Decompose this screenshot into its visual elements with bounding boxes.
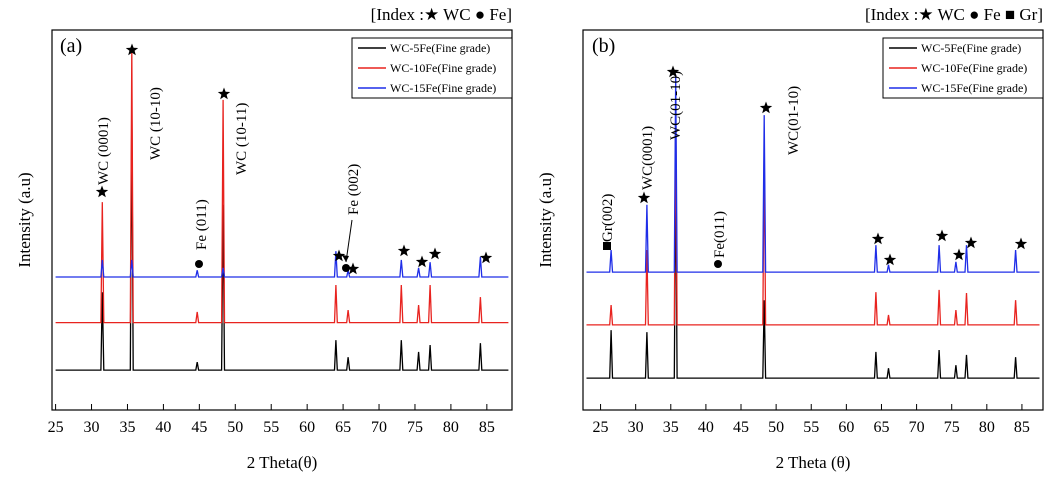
x-tick-label: 45 — [191, 419, 207, 436]
spectrum-line — [55, 47, 509, 324]
x-tick-label: 75 — [407, 419, 423, 436]
fe-marker — [195, 260, 203, 268]
y-axis-label: Intensity (a.u) — [536, 172, 555, 267]
x-tick-label: 45 — [733, 419, 749, 436]
peak-annotation: WC (0001) — [96, 117, 112, 185]
x-tick-label: 35 — [663, 419, 679, 436]
x-tick-label: 50 — [227, 419, 243, 436]
x-tick-label: 75 — [944, 419, 960, 436]
peak-annotation: WC (10-11) — [234, 103, 250, 175]
peak-annotation: Fe (002) — [346, 164, 362, 215]
wc-marker — [332, 249, 346, 262]
peak-annotation: WC(01-10) — [668, 71, 684, 140]
arrow-head — [342, 255, 349, 262]
x-tick-label: 85 — [1014, 419, 1030, 436]
legend-label: WC-5Fe(Fine grade) — [921, 41, 1021, 55]
annotation-arrow — [345, 219, 353, 263]
x-tick-label: 60 — [299, 419, 315, 436]
x-tick-label: 55 — [803, 419, 819, 436]
peak-annotation: Gr(002) — [600, 194, 616, 242]
legend-label: WC-15Fe(Fine grade) — [390, 81, 496, 95]
x-tick-label: 85 — [479, 419, 495, 436]
wc-marker — [346, 262, 360, 275]
legend-label: WC-10Fe(Fine grade) — [390, 61, 496, 75]
spectrum-line — [55, 251, 509, 278]
wc-marker — [217, 87, 231, 100]
x-axis-label: 2 Theta(θ) — [247, 453, 318, 472]
peak-annotation: WC(0001) — [640, 126, 656, 190]
wc-marker — [415, 255, 429, 268]
wc-marker — [479, 251, 493, 264]
panel-label: (a) — [60, 35, 82, 57]
spectrum-line — [586, 109, 1040, 326]
x-tick-label: 60 — [838, 419, 854, 436]
x-tick-label: 50 — [768, 419, 784, 436]
wc-marker — [428, 247, 442, 260]
x-tick-label: 70 — [909, 419, 925, 436]
y-axis-label: Intensity (a.u) — [15, 172, 34, 267]
chart-title: [Index :★ WC ● Fe] — [371, 5, 512, 24]
x-tick-label: 30 — [628, 419, 644, 436]
wc-marker — [935, 229, 949, 242]
wc-marker — [952, 248, 966, 261]
spectrum-line — [586, 74, 1040, 273]
x-axis-label: 2 Theta (θ) — [776, 453, 851, 472]
legend-label: WC-15Fe(Fine grade) — [921, 81, 1027, 95]
plot-frame — [51, 29, 513, 411]
wc-marker — [964, 236, 978, 249]
x-tick-label: 65 — [335, 419, 351, 436]
x-tick-label: 40 — [698, 419, 714, 436]
wc-marker — [95, 185, 109, 198]
x-tick-label: 35 — [119, 419, 135, 436]
wc-marker — [125, 43, 139, 56]
x-tick-label: 25 — [48, 419, 64, 436]
plot-frame — [582, 29, 1044, 411]
legend-label: WC-5Fe(Fine grade) — [390, 41, 490, 55]
legend-label: WC-10Fe(Fine grade) — [921, 61, 1027, 75]
x-tick-label: 55 — [263, 419, 279, 436]
x-tick-label: 30 — [84, 419, 100, 436]
panel-label: (b) — [592, 35, 615, 57]
peak-annotation: Fe (011) — [194, 199, 210, 250]
fe-marker — [714, 260, 722, 268]
x-tick-label: 25 — [593, 419, 609, 436]
x-tick-label: 80 — [979, 419, 995, 436]
wc-marker — [397, 244, 411, 257]
wc-marker — [666, 65, 680, 78]
x-tick-label: 40 — [155, 419, 171, 436]
x-tick-label: 80 — [443, 419, 459, 436]
peak-annotation: WC (10-10) — [148, 87, 164, 160]
wc-marker — [871, 232, 885, 245]
wc-marker — [1014, 237, 1028, 250]
fe-marker — [342, 264, 350, 272]
gr-marker — [603, 242, 611, 250]
wc-marker — [883, 253, 897, 266]
wc-marker — [637, 191, 651, 204]
spectrum-line — [55, 107, 509, 371]
x-tick-label: 70 — [371, 419, 387, 436]
wc-marker — [759, 101, 773, 114]
x-tick-label: 65 — [873, 419, 889, 436]
peak-annotation: WC(01-10) — [786, 86, 802, 155]
peak-annotation: Fe(011) — [712, 211, 728, 258]
chart-title: [Index :★ WC ● Fe ■ Gr] — [865, 5, 1043, 24]
spectrum-line — [586, 159, 1040, 379]
